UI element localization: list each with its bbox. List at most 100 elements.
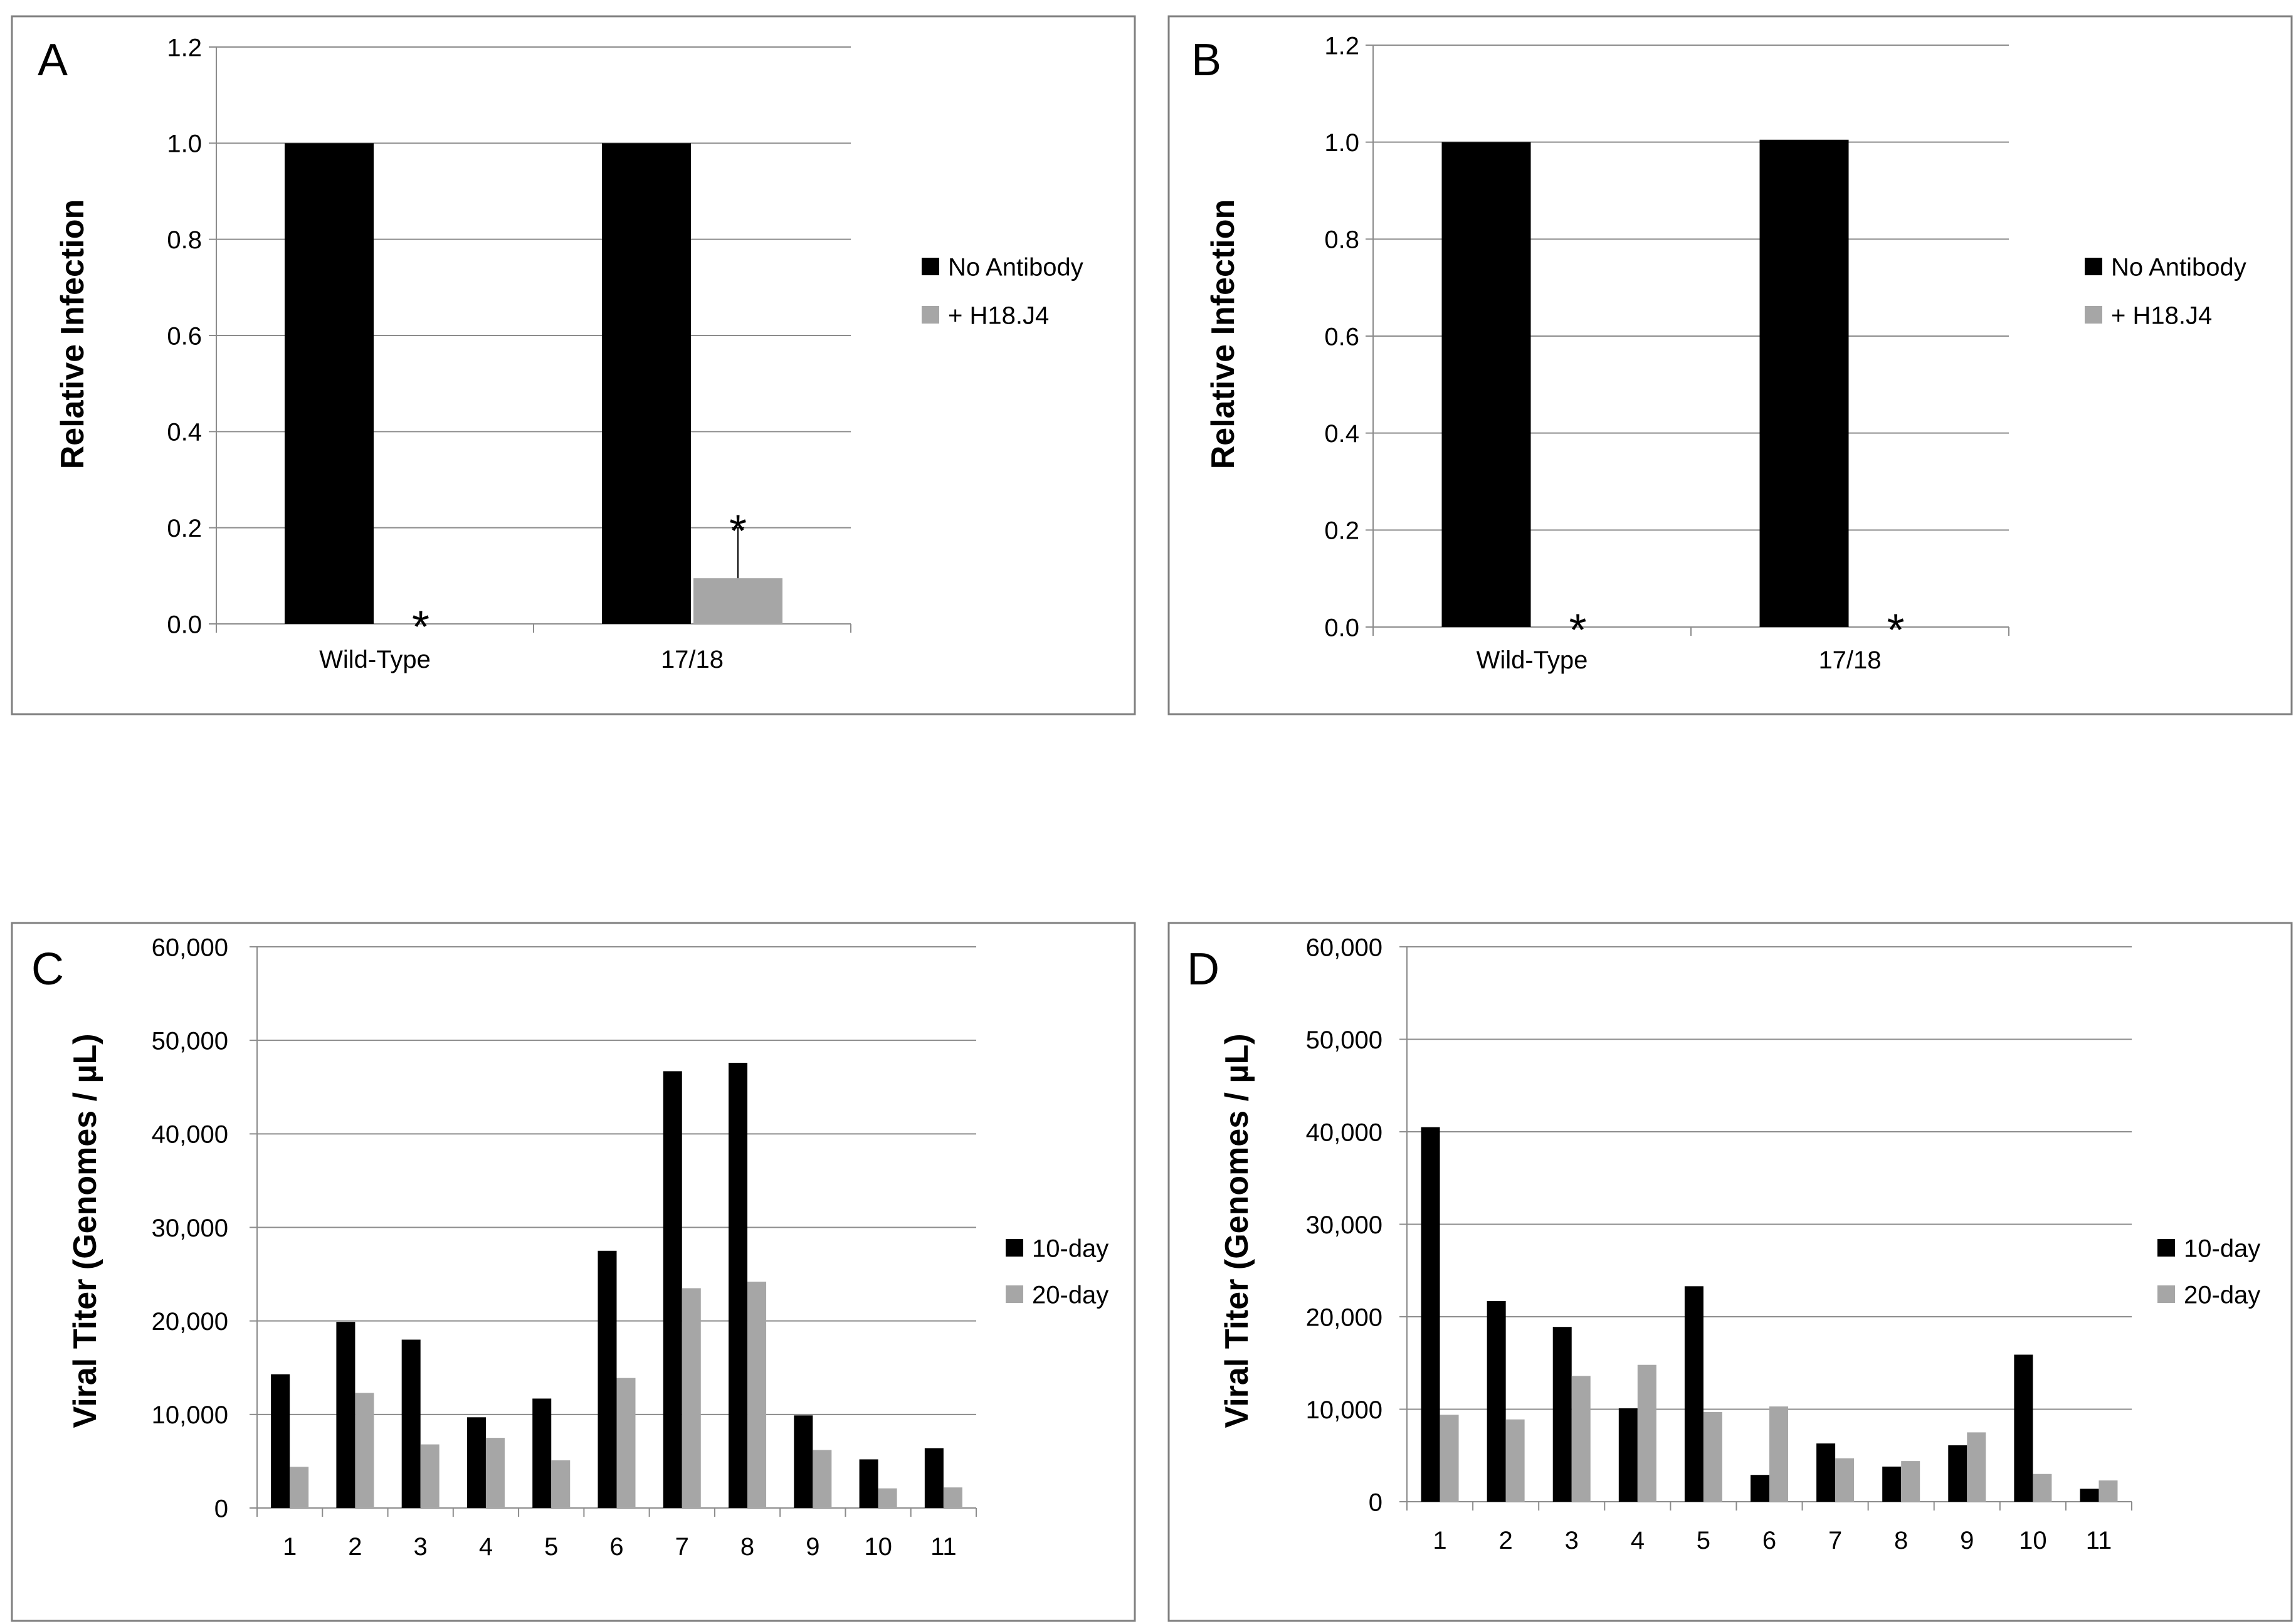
y-tick-label: 0.0 [167, 611, 202, 638]
bar-no-antibody-17-18 [602, 143, 691, 625]
legend-label: + H18.J4 [2111, 302, 2212, 329]
bar-10-day-5 [532, 1398, 552, 1508]
bar-10-day-3 [401, 1339, 421, 1508]
bar-10-day-7 [1816, 1443, 1836, 1502]
bar-10-day-8 [1882, 1466, 1902, 1502]
bar-20-day-2 [1505, 1419, 1525, 1502]
y-tick-label: 1.0 [167, 130, 202, 158]
y-tick-label: 0 [1369, 1489, 1382, 1516]
bar-10-day-2 [336, 1322, 355, 1508]
x-tick-label: 1 [283, 1533, 297, 1561]
panel-d-chart: 0 10,000 20,000 30,000 40,000 50,000 60,000 1 2 3… [1306, 934, 2261, 1554]
y-tick-label: 60,000 [1306, 934, 1382, 961]
x-tick-label: 17/18 [661, 646, 724, 673]
legend-swatch [922, 258, 939, 275]
bar-10-day-1 [1421, 1127, 1440, 1502]
bar-20-day-11 [2099, 1480, 2118, 1502]
bar-10-day-8 [729, 1062, 748, 1508]
bar-20-day-11 [943, 1487, 962, 1508]
y-tick-label: 0.2 [1324, 517, 1359, 545]
y-tick-label: 0.4 [1324, 420, 1359, 448]
x-tick-label: 2 [1499, 1527, 1513, 1554]
significance-asterisk: * [1887, 606, 1904, 656]
bar-10-day-6 [598, 1250, 617, 1508]
legend-label: No Antibody [2111, 253, 2246, 281]
y-tick-label: 40,000 [152, 1121, 228, 1149]
panel-b-frame [1167, 15, 2293, 715]
bar-h18-j4-17-18 [693, 578, 782, 624]
y-tick-label: 0.6 [1324, 323, 1359, 351]
panel-d-letter: D [1187, 944, 1219, 994]
panel-c-chart: 0 10,000 20,000 30,000 40,000 50,000 60,000 1 2 3… [152, 934, 1109, 1561]
bar-20-day-4 [485, 1438, 505, 1508]
significance-asterisk: * [412, 603, 429, 653]
bar-10-day-10 [2014, 1354, 2033, 1502]
x-tick-label: 10 [864, 1533, 892, 1561]
x-tick-label: 6 [1762, 1527, 1776, 1554]
legend-label: 20-day [2184, 1281, 2260, 1309]
bar-10-day-4 [466, 1417, 486, 1508]
x-tick-label: 17/18 [1818, 646, 1881, 674]
legend-swatch [1006, 1285, 1023, 1303]
bar-20-day-1 [1440, 1415, 1459, 1502]
panel-d-y-axis-title: Viral Titer (Genomes / µL) [1219, 1033, 1255, 1428]
bar-10-day-9 [1948, 1445, 1967, 1502]
y-tick-label: 20,000 [152, 1308, 228, 1336]
legend-label: 20-day [1032, 1281, 1109, 1309]
y-tick-label: 0.8 [167, 226, 202, 254]
y-tick-label: 30,000 [1306, 1211, 1382, 1239]
y-tick-label: 10,000 [1306, 1396, 1382, 1424]
panel-a-letter: A [38, 35, 68, 85]
y-tick-label: 0.8 [1324, 226, 1359, 254]
y-tick-label: 50,000 [1306, 1026, 1382, 1054]
x-tick-label: 5 [544, 1533, 558, 1561]
bar-20-day-9 [813, 1450, 832, 1508]
bar-20-day-1 [290, 1467, 309, 1508]
bar-10-day-11 [924, 1448, 944, 1508]
bar-20-day-2 [355, 1393, 374, 1508]
x-tick-label: 1 [1433, 1527, 1446, 1554]
panel-a-chart: 0.0 0.2 0.4 0.6 0.8 1.0 1.2 Wild-Type 17/18 * * No … [167, 34, 1083, 673]
bar-20-day-3 [420, 1444, 440, 1508]
bar-10-day-6 [1751, 1475, 1769, 1502]
bar-20-day-4 [1637, 1364, 1656, 1502]
bar-no-antibody-wild-type [285, 143, 374, 625]
y-tick-label: 10,000 [152, 1401, 228, 1429]
panel-a-frame [11, 15, 1136, 715]
legend-label: 10-day [1032, 1235, 1109, 1262]
y-tick-label: 0 [214, 1495, 228, 1522]
bar-no-antibody-wild-type [1441, 142, 1531, 627]
y-tick-label: 1.0 [1324, 129, 1359, 157]
y-tick-label: 0.2 [167, 515, 202, 542]
legend-swatch [2085, 306, 2102, 324]
y-tick-label: 0.4 [167, 419, 202, 446]
x-tick-label: 2 [348, 1533, 362, 1561]
legend-swatch [1006, 1239, 1023, 1257]
y-tick-label: 30,000 [152, 1215, 228, 1242]
bar-no-antibody-17-18 [1759, 139, 1849, 628]
panel-c-y-axis-title: Viral Titer (Genomes / µL) [67, 1033, 103, 1428]
x-tick-label: 11 [930, 1533, 957, 1561]
bar-10-day-11 [2080, 1489, 2099, 1502]
y-tick-label: 0.0 [1324, 614, 1359, 641]
legend-label: + H18.J4 [948, 302, 1049, 329]
bar-20-day-6 [1769, 1406, 1788, 1502]
y-tick-label: 50,000 [152, 1028, 228, 1055]
x-tick-label: 10 [2019, 1527, 2047, 1554]
bar-10-day-1 [271, 1374, 290, 1508]
bar-10-day-4 [1618, 1408, 1638, 1502]
bar-20-day-7 [682, 1288, 701, 1508]
bar-20-day-6 [616, 1378, 636, 1508]
x-tick-label: 3 [414, 1533, 428, 1561]
bar-20-day-8 [747, 1282, 767, 1508]
y-tick-label: 1.2 [167, 34, 202, 61]
significance-asterisk: * [729, 506, 747, 556]
x-tick-label: 6 [609, 1533, 623, 1561]
bar-20-day-7 [1835, 1458, 1855, 1502]
panel-b-y-axis-title: Relative Infection [1205, 199, 1241, 470]
x-tick-label: 5 [1697, 1527, 1710, 1554]
bar-20-day-10 [878, 1488, 897, 1508]
bar-10-day-3 [1552, 1327, 1572, 1502]
